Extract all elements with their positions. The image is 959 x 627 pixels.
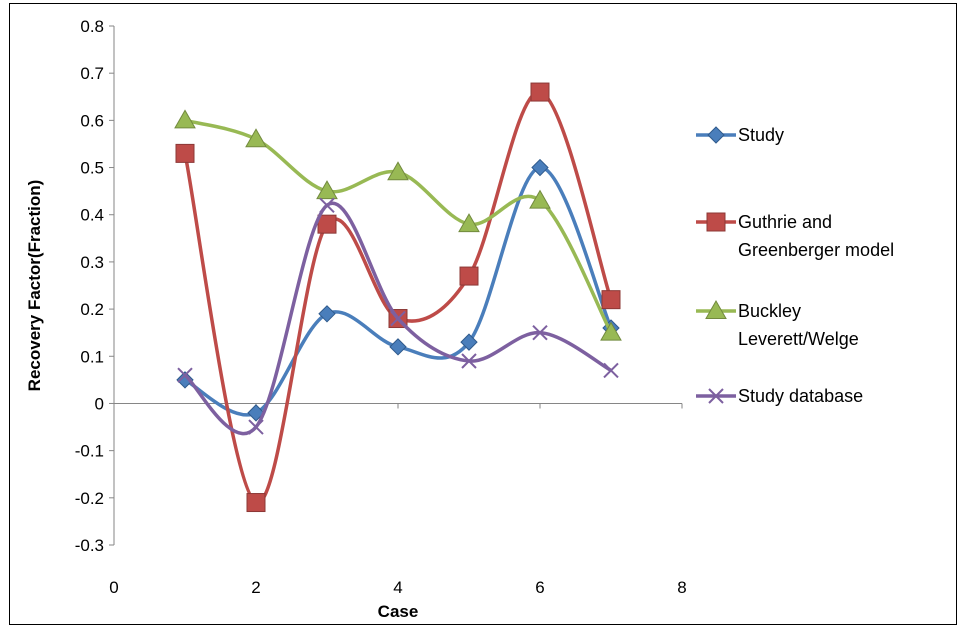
y-tick-label: 0 bbox=[95, 394, 104, 413]
series-line-guthrie-and-greenberger-model bbox=[183, 90, 613, 505]
data-point-guthrie-and-greenberger-model bbox=[601, 290, 621, 310]
data-point-study bbox=[460, 333, 478, 351]
data-point-study-database bbox=[461, 353, 477, 369]
data-point-buckley-leverett-welge bbox=[245, 128, 267, 148]
series-guthrie-and-greenberger-model bbox=[175, 82, 621, 513]
legend-marker-buckley-leverett-welge bbox=[705, 299, 727, 319]
data-point-buckley-leverett-welge bbox=[600, 321, 622, 341]
y-tick-label: -0.2 bbox=[75, 489, 104, 508]
x-tick-label: 6 bbox=[535, 578, 544, 597]
x-axis-title: Case bbox=[378, 602, 419, 621]
data-point-guthrie-and-greenberger-model bbox=[175, 143, 195, 163]
data-point-study bbox=[176, 371, 194, 389]
data-point-buckley-leverett-welge bbox=[529, 189, 551, 209]
data-point-buckley-leverett-welge bbox=[174, 109, 196, 129]
series-buckley-leverett-welge bbox=[174, 109, 622, 341]
series-line-buckley-leverett-welge bbox=[184, 118, 613, 334]
legend-label-buckley-leverett-welge: Leverett/Welge bbox=[738, 329, 859, 349]
x-tick-label: 8 bbox=[677, 578, 686, 597]
y-tick-label: 0.8 bbox=[80, 17, 104, 36]
series-study-database bbox=[177, 197, 619, 436]
y-tick-label: -0.3 bbox=[75, 536, 104, 555]
y-tick-label: 0.3 bbox=[80, 253, 104, 272]
data-point-guthrie-and-greenberger-model bbox=[246, 493, 266, 513]
x-tick-label: 0 bbox=[109, 578, 118, 597]
legend-label-buckley-leverett-welge: Buckley bbox=[738, 301, 801, 321]
x-tick-label: 4 bbox=[393, 578, 402, 597]
legend-item-guthrie-and-greenberger-model: Guthrie and Greenberger model bbox=[696, 212, 894, 260]
y-axis-title: Recovery Factor(Fraction) bbox=[25, 180, 44, 392]
y-tick-label: 0.7 bbox=[80, 64, 104, 83]
y-tick-label: -0.1 bbox=[75, 442, 104, 461]
series-layer bbox=[174, 82, 622, 513]
data-point-study-database bbox=[248, 419, 264, 435]
legend-marker-study-database bbox=[708, 388, 724, 404]
legend-item-buckley-leverett-welge: Buckley Leverett/Welge bbox=[696, 299, 859, 349]
y-tick-label: 0.5 bbox=[80, 159, 104, 178]
series-study bbox=[176, 158, 620, 422]
data-point-study bbox=[531, 158, 549, 177]
legend-marker-study bbox=[707, 126, 725, 144]
legend: Study Guthrie and Greenberger model Buckley… bbox=[696, 125, 894, 406]
data-point-buckley-leverett-welge bbox=[316, 180, 338, 200]
data-point-guthrie-and-greenberger-model bbox=[317, 214, 337, 234]
x-tick-label: 2 bbox=[251, 578, 260, 597]
data-point-buckley-leverett-welge bbox=[458, 213, 480, 233]
data-point-guthrie-and-greenberger-model bbox=[459, 266, 479, 286]
data-point-study-database bbox=[603, 362, 619, 379]
data-point-study-database bbox=[319, 197, 335, 213]
data-point-guthrie-and-greenberger-model bbox=[530, 82, 550, 102]
y-tick-label: 0.6 bbox=[80, 111, 104, 130]
data-point-study-database bbox=[390, 310, 406, 327]
y-tick-label: 0.1 bbox=[80, 347, 104, 366]
data-point-buckley-leverett-welge bbox=[387, 161, 409, 181]
axes: -0.3 -0.2 -0.1 0 0.1 0.2 0.3 0.4 0.5 0.6 0.7 0.8 0 2 4… bbox=[75, 17, 687, 597]
legend-label-study-database: Study database bbox=[738, 386, 863, 406]
legend-item-study: Study bbox=[696, 125, 784, 145]
data-point-study bbox=[389, 338, 407, 356]
data-point-study bbox=[318, 305, 336, 323]
legend-item-study-database: Study database bbox=[696, 386, 863, 406]
data-point-study-database bbox=[532, 324, 548, 341]
legend-marker-guthrie-and-greenberger-model bbox=[706, 212, 726, 232]
legend-label-study: Study bbox=[738, 125, 784, 145]
y-tick-label: 0.2 bbox=[80, 300, 104, 319]
legend-label-guthrie-and-greenberger-model: Greenberger model bbox=[738, 240, 894, 260]
data-point-study-database bbox=[177, 367, 193, 383]
y-tick-label: 0.4 bbox=[80, 206, 104, 225]
data-point-study bbox=[247, 404, 265, 422]
legend-label-guthrie-and-greenberger-model: Guthrie and bbox=[738, 212, 832, 232]
